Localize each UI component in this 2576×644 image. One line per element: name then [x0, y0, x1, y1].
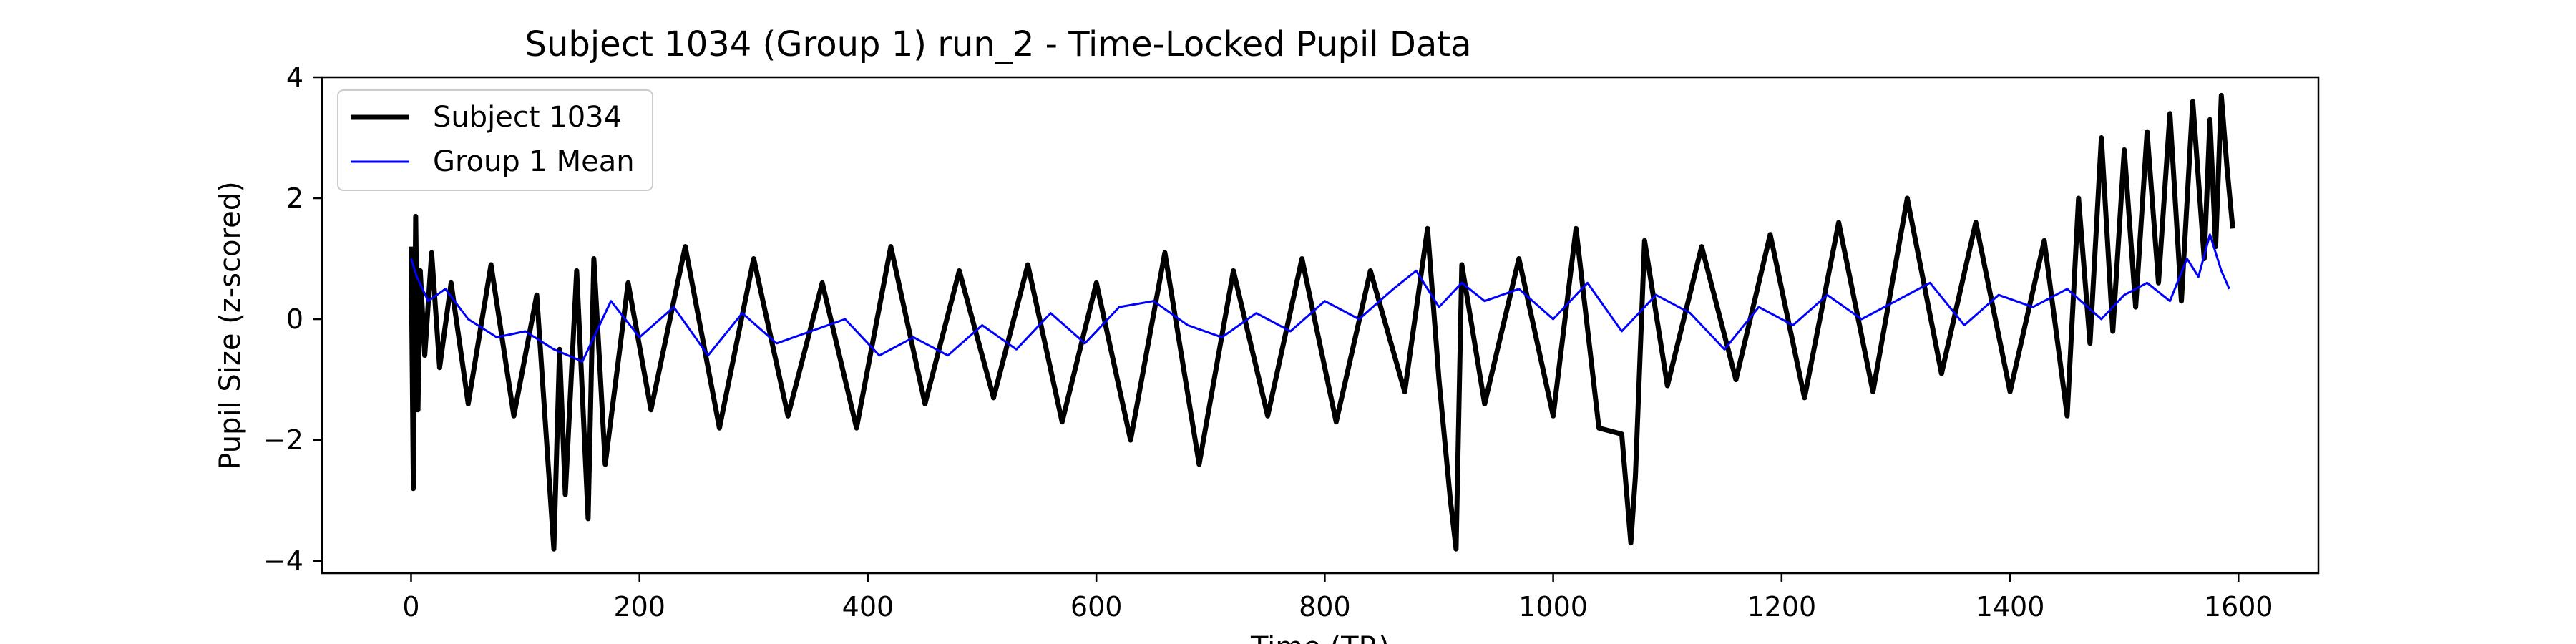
- x-axis: 0 200 400 600 800 1000 1200 1400 1600: [402, 573, 2273, 623]
- plot-frame: [321, 76, 2320, 575]
- y-tick-label: −2: [263, 424, 303, 456]
- legend-label-group-mean: Group 1 Mean: [433, 145, 635, 178]
- series-line-subject: [409, 92, 2235, 552]
- y-tick-label: 2: [286, 182, 303, 214]
- series-line-group-mean: [410, 233, 2230, 363]
- x-tick-label: 1600: [2204, 591, 2273, 623]
- y-tick-label: 0: [286, 303, 303, 335]
- x-axis-label: Time (TR): [1250, 631, 1390, 644]
- x-tick-label: 200: [613, 591, 665, 623]
- legend: Subject 1034 Group 1 Mean: [337, 89, 653, 191]
- y-tick-label: −4: [263, 545, 303, 577]
- x-tick-label: 400: [842, 591, 894, 623]
- x-tick-label: 600: [1070, 591, 1123, 623]
- plot-area: [409, 92, 2235, 552]
- x-tick-label: 1400: [1976, 591, 2045, 623]
- y-axis-label: Pupil Size (z-scored): [214, 181, 247, 469]
- y-axis: −4 −2 0 2 4: [263, 62, 322, 577]
- x-tick-label: 1000: [1518, 591, 1588, 623]
- chart-title: Subject 1034 (Group 1) run_2 - Time-Lock…: [525, 24, 1471, 64]
- x-tick-label: 0: [402, 591, 419, 623]
- y-tick-label: 4: [286, 62, 303, 93]
- legend-label-subject: Subject 1034: [433, 101, 622, 134]
- x-tick-label: 1200: [1747, 591, 1816, 623]
- legend-box: [337, 89, 653, 191]
- x-tick-label: 800: [1299, 591, 1351, 623]
